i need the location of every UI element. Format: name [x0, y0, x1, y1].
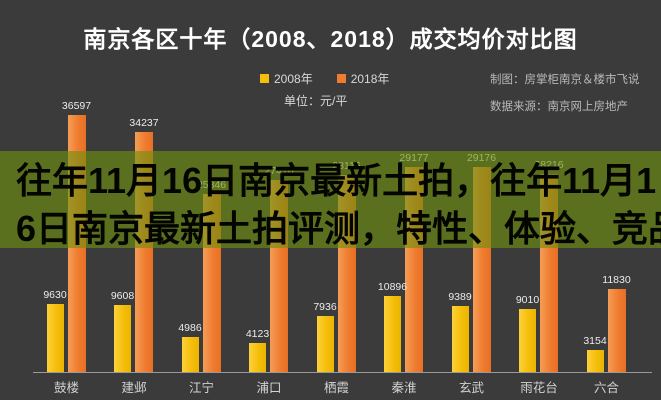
legend-swatch-2008 [260, 74, 269, 83]
category-label-建邺: 建邺 [121, 381, 147, 395]
bar-2008-雨花台 [519, 308, 536, 372]
legend-label-2008: 2008年 [274, 72, 313, 86]
value-label-2008-雨花台: 9010 [515, 293, 540, 306]
category-label-江宁: 江宁 [188, 381, 214, 395]
credits: 制图：房掌柜南京＆楼市飞说 数据来源：南京网上房地产 [490, 67, 640, 121]
category-label-玄武: 玄武 [458, 381, 484, 395]
legend-swatch-2018 [336, 74, 346, 83]
credit-maker: 制图：房掌柜南京＆楼市飞说 [490, 74, 640, 86]
category-label-鼓楼: 鼓楼 [53, 381, 79, 395]
value-label-2008-鼓楼: 9630 [43, 289, 67, 302]
value-label-2008-玄武: 9389 [448, 291, 472, 304]
x-axis-line [33, 372, 652, 373]
legend-item-2018: 2018年 [336, 70, 390, 87]
category-label-浦口: 浦口 [256, 381, 282, 395]
value-label-2008-栖霞: 7936 [313, 301, 337, 314]
category-label-六合: 六合 [593, 381, 619, 395]
category-label-雨花台: 雨花台 [520, 381, 558, 395]
bar-2018-六合 [607, 288, 626, 372]
value-label-2008-建邺: 9608 [110, 289, 135, 302]
bar-2008-秦淮 [384, 295, 401, 372]
bar-2008-玄武 [451, 306, 469, 372]
bar-2008-栖霞 [316, 316, 334, 372]
category-label-栖霞: 栖霞 [323, 381, 349, 395]
banner-line-2: 6日南京最新土拍评测，特性、体验、竞品 [16, 208, 661, 248]
legend: 2008年 2018年 [260, 70, 389, 87]
bar-2008-浦口 [249, 343, 266, 372]
credit-source: 数据来源：南京网上房地产 [490, 101, 628, 113]
legend-label-2018: 2018年 [350, 72, 390, 86]
bar-2008-鼓楼 [46, 304, 64, 372]
category-label-秦淮: 秦淮 [391, 381, 417, 395]
value-label-2018-鼓楼: 36597 [61, 100, 92, 113]
banner-line-1: 往年11月16日南京最新土拍，往年11月1 [16, 160, 657, 201]
bar-2008-江宁 [181, 337, 199, 372]
value-label-2008-秦淮: 10896 [377, 280, 408, 293]
banner-overlay: 往年11月16日南京最新土拍，往年11月1 6日南京最新土拍评测，特性、体验、竞… [0, 151, 661, 248]
value-label-2008-江宁: 4986 [178, 322, 202, 334]
bar-2008-建邺 [114, 304, 131, 372]
value-label-2018-六合: 11830 [602, 273, 631, 286]
chart-title: 南京各区十年（2008、2018）成交均价对比图 [83, 26, 578, 52]
value-label-2008-六合: 3154 [583, 334, 607, 347]
unit-label: 单位：元/平 [284, 94, 348, 108]
value-label-2018-建邺: 34237 [129, 116, 159, 129]
legend-item-2008: 2008年 [260, 70, 313, 87]
bar-2008-六合 [586, 349, 604, 372]
value-label-2008-浦口: 4123 [245, 328, 270, 341]
